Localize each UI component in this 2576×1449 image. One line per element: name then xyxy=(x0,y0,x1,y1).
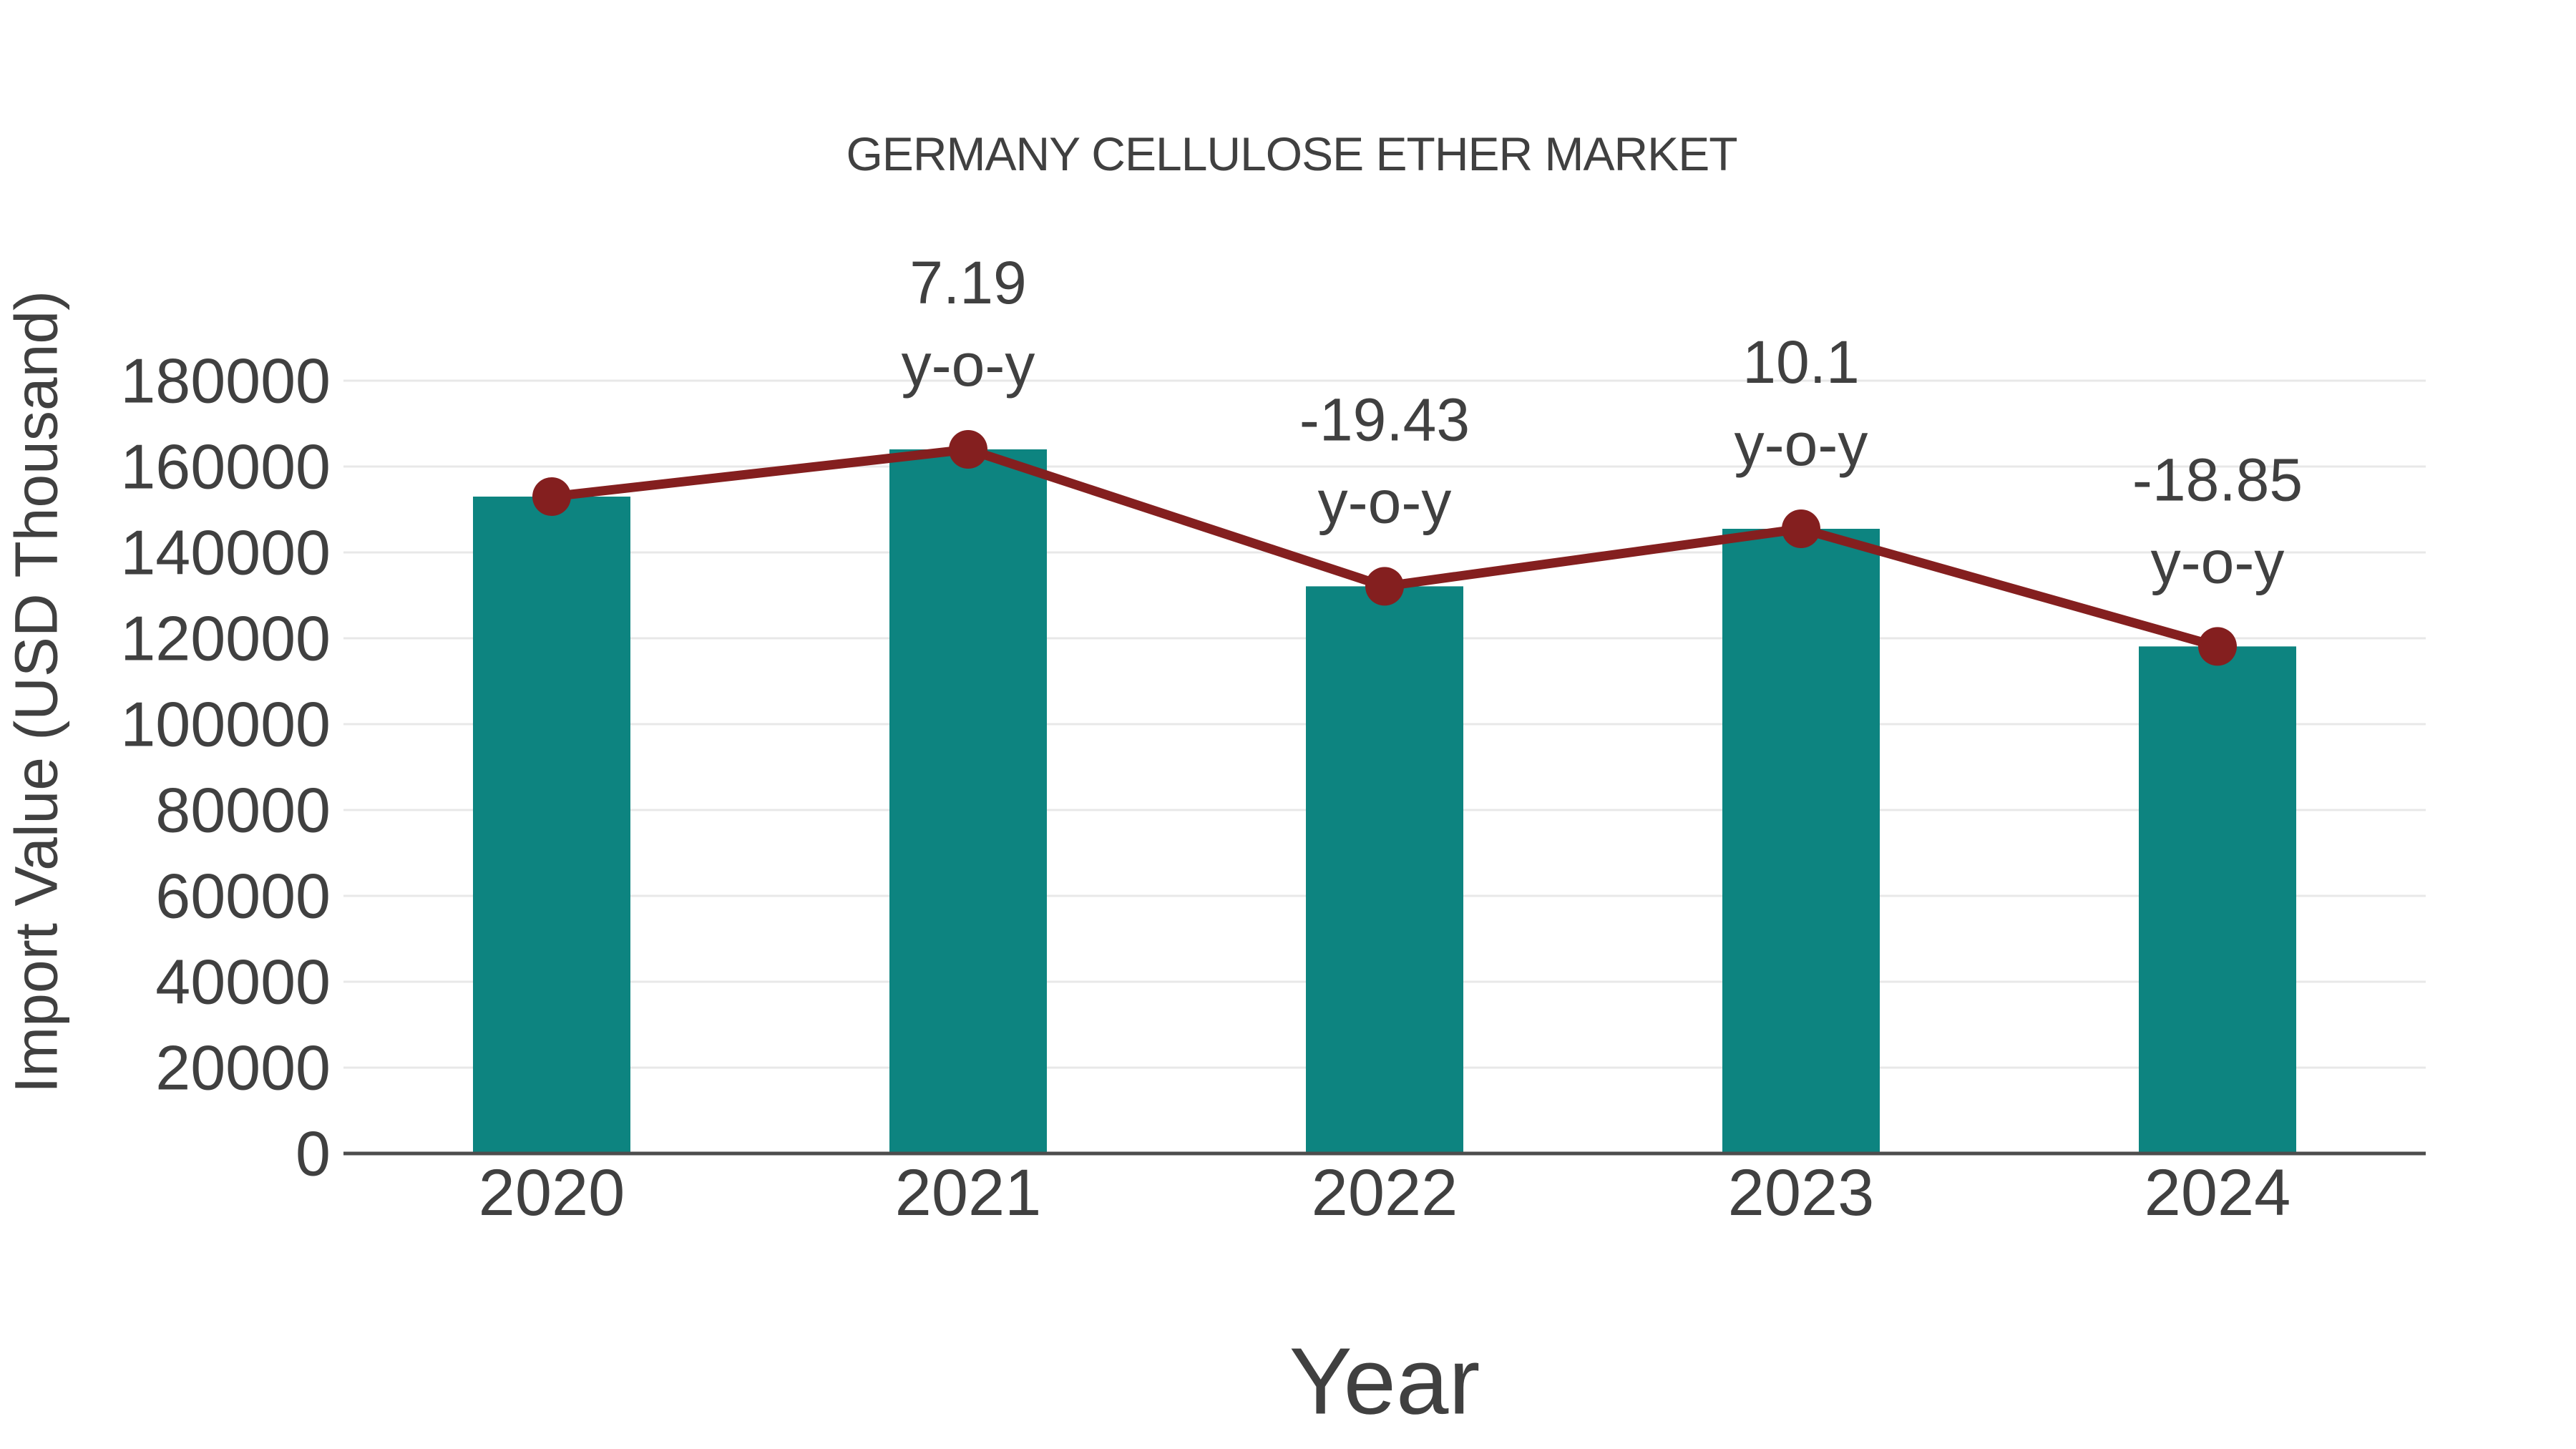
y-tick-label: 100000 xyxy=(120,689,331,760)
x-tick-label-2022: 2022 xyxy=(1312,1156,1458,1229)
x-tick-label-2024: 2024 xyxy=(2145,1156,2291,1229)
y-tick-label: 120000 xyxy=(120,603,331,674)
bar-2020 xyxy=(473,497,630,1153)
yoy-marker-2024 xyxy=(2198,627,2237,666)
y-tick-label: 20000 xyxy=(155,1033,331,1103)
annotation-value-2024: -18.85 xyxy=(2132,446,2303,513)
y-tick-label: 160000 xyxy=(120,431,331,502)
annotation-value-2023: 10.1 xyxy=(1742,328,1860,396)
yoy-marker-2023 xyxy=(1782,509,1820,548)
bar-2024 xyxy=(2139,646,2296,1153)
x-tick-label-2021: 2021 xyxy=(895,1156,1042,1229)
y-tick-label: 140000 xyxy=(120,517,331,588)
yoy-marker-2021 xyxy=(949,430,987,469)
annotation-suffix-2023: y-o-y xyxy=(1735,411,1868,478)
annotation-suffix-2021: y-o-y xyxy=(902,331,1035,399)
yoy-marker-2022 xyxy=(1365,567,1404,606)
annotation-suffix-2024: y-o-y xyxy=(2151,528,2285,595)
y-tick-label: 0 xyxy=(296,1118,331,1189)
y-tick-label: 80000 xyxy=(155,775,331,846)
y-tick-label: 60000 xyxy=(155,861,331,932)
chart-title: GERMANY CELLULOSE ETHER MARKET xyxy=(846,127,1737,180)
x-tick-label-2020: 2020 xyxy=(479,1156,625,1229)
bar-2022 xyxy=(1306,586,1463,1153)
y-tick-label: 180000 xyxy=(120,346,331,416)
yoy-marker-2020 xyxy=(532,477,571,516)
x-axis-title: Year xyxy=(1289,1328,1480,1434)
annotation-value-2022: -19.43 xyxy=(1299,386,1470,453)
annotation-suffix-2022: y-o-y xyxy=(1318,468,1452,535)
bar-2021 xyxy=(889,449,1047,1153)
bar-2023 xyxy=(1722,529,1880,1153)
annotation-value-2021: 7.19 xyxy=(909,249,1027,316)
x-tick-label-2023: 2023 xyxy=(1728,1156,1875,1229)
y-tick-label: 40000 xyxy=(155,947,331,1018)
